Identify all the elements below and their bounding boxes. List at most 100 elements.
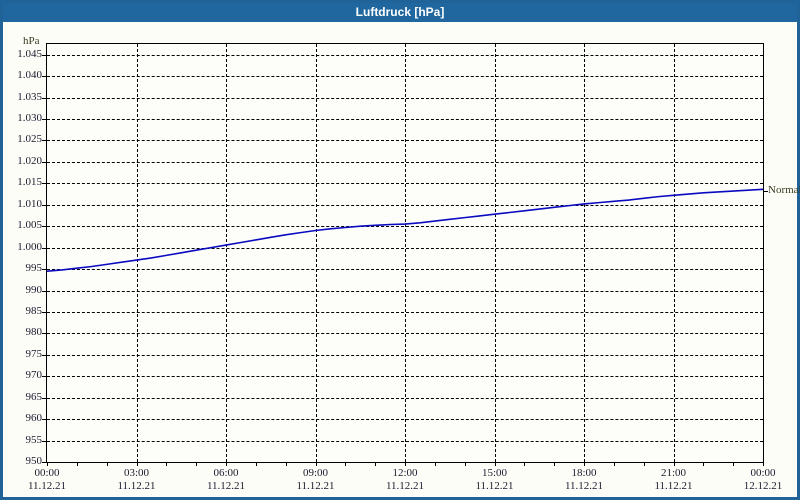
x-axis-tick-mark [673, 462, 675, 466]
x-axis-tick-mark [405, 462, 406, 466]
x-axis-tick-label-time: 09:00 [302, 467, 329, 479]
y-axis-unit-label: hPa [23, 35, 40, 47]
pressure-line [47, 188, 763, 273]
y-axis-tick-mark [42, 140, 46, 142]
x-axis-tick-label-time: 06:00 [213, 467, 239, 479]
x-axis-tick-mark [226, 462, 227, 466]
y-axis-tick-mark [42, 440, 46, 442]
y-axis-tick-mark [42, 97, 46, 99]
gridline-vertical [494, 44, 496, 462]
gridline-vertical [405, 44, 406, 462]
x-axis-tick-label: 12:00 11.12.21 [365, 467, 445, 493]
x-axis-tick-label-time: 21:00 [660, 467, 687, 479]
y-axis-tick-mark [42, 183, 46, 185]
y-axis-tick-mark [42, 462, 46, 463]
x-axis-tick-label-time: 00:00 [750, 467, 776, 479]
x-axis-tick-mark [47, 462, 48, 466]
y-axis-tick-label: 1.000 [17, 240, 42, 253]
y-axis-tick-mark [42, 419, 46, 421]
plot-area [46, 43, 764, 463]
y-axis-tick-mark [42, 76, 46, 78]
gridline-vertical [673, 44, 675, 462]
y-axis-tick-label: 965 [25, 390, 43, 403]
x-axis-tick-mark [763, 462, 764, 466]
x-axis-tick-label: 06:00 11.12.21 [186, 467, 266, 493]
x-axis-tick-mark [76, 462, 78, 466]
y-axis-tick-mark [42, 311, 46, 313]
x-axis-tick-label-time: 12:00 [392, 467, 418, 479]
x-axis-tick-mark [584, 462, 585, 466]
x-axis-tick-mark [643, 462, 645, 466]
y-axis-tick-label: 1.045 [17, 47, 42, 60]
x-axis-tick-label-time: 00:00 [34, 467, 60, 479]
y-axis-tick-label: 1.035 [17, 90, 42, 103]
x-axis-tick-mark [524, 462, 526, 466]
x-axis-tick-label: 03:00 11.12.21 [97, 467, 177, 493]
y-axis-tick-label: 995 [25, 262, 43, 275]
y-axis-tick-mark [42, 247, 46, 249]
x-axis-tick-mark [315, 462, 317, 466]
y-axis-tick-label: 1.005 [17, 219, 42, 232]
y-axis-tick-mark [42, 397, 46, 399]
y-axis-tick-label: 975 [25, 347, 43, 360]
x-axis-tick-label: 15:00 11.12.21 [455, 467, 535, 493]
x-axis-tick-label: 00:00 12.12.21 [723, 467, 800, 493]
x-axis-tick-mark [554, 462, 556, 466]
x-axis-tick-label: 18:00 11.12.21 [544, 467, 624, 493]
y-axis-tick-label: 960 [25, 412, 43, 425]
y-axis-tick-mark [42, 333, 46, 335]
chart-body: hPa 1.045 1.040 1.035 1.030 1.025 1.020 1.015 1… [3, 22, 800, 497]
y-axis-tick-mark [42, 376, 46, 378]
x-axis-tick-mark [375, 462, 377, 466]
y-axis-tick-label: 1.030 [17, 112, 42, 125]
y-axis-tick-label: 1.040 [17, 69, 42, 82]
y-axis-tick-mark [42, 54, 46, 56]
y-axis-tick-label: 955 [25, 433, 43, 446]
gridline-vertical [315, 44, 317, 462]
x-axis-tick-label-date: 11.12.21 [117, 480, 156, 492]
x-axis-tick-mark [345, 462, 347, 466]
x-axis-tick-label-date: 11.12.21 [475, 480, 514, 492]
x-axis-tick-label-date: 11.12.21 [564, 480, 604, 492]
x-axis-tick-mark [733, 462, 735, 466]
x-axis-tick-label-date: 11.12.21 [206, 480, 246, 492]
x-axis-tick-mark [703, 462, 705, 466]
normal-reference-label: Normal [768, 183, 800, 196]
x-axis-tick-mark [434, 462, 436, 466]
x-axis-tick-label: 00:00 11.12.21 [7, 467, 87, 493]
y-axis-tick-label: 980 [25, 326, 43, 339]
x-axis-tick-label-date: 11.12.21 [296, 480, 335, 492]
x-axis-tick-mark [255, 462, 257, 466]
gridline-vertical [584, 44, 585, 462]
x-axis-tick-label: 09:00 11.12.21 [276, 467, 356, 493]
x-axis-tick-label-date: 11.12.21 [385, 480, 425, 492]
x-axis-tick-label-date: 12.12.21 [743, 480, 783, 492]
x-axis-tick-mark [106, 462, 108, 466]
x-axis-tick-label-date: 11.12.21 [27, 480, 67, 492]
window-title: Luftdruck [hPa] [3, 3, 797, 22]
y-axis-tick-mark [42, 226, 46, 228]
x-axis-tick-label-time: 03:00 [123, 467, 150, 479]
gridline-vertical [226, 44, 227, 462]
x-axis-tick-mark [494, 462, 496, 466]
y-axis-tick-label: 950 [25, 455, 43, 467]
gridline-vertical [136, 44, 138, 462]
y-axis-tick-mark [42, 354, 46, 356]
x-axis-tick-label-time: 15:00 [481, 467, 508, 479]
y-axis-tick-mark [42, 204, 46, 206]
y-axis-tick-label: 1.010 [17, 197, 42, 210]
y-axis-tick-label: 970 [25, 369, 43, 382]
y-axis-tick-label: 1.020 [17, 154, 42, 167]
pressure-line-series [47, 188, 763, 273]
y-axis-tick-mark [42, 119, 46, 121]
x-axis-tick-label-date: 11.12.21 [654, 480, 693, 492]
x-axis-tick-mark [136, 462, 138, 466]
y-axis-tick-label: 1.025 [17, 133, 42, 146]
y-axis-tick-label: 990 [25, 283, 43, 296]
y-axis-tick-mark [42, 290, 46, 292]
y-axis-tick-mark [42, 161, 46, 163]
x-axis-tick-mark [166, 462, 168, 466]
y-axis-tick-label: 985 [25, 304, 43, 317]
x-axis-tick-mark [285, 462, 287, 466]
